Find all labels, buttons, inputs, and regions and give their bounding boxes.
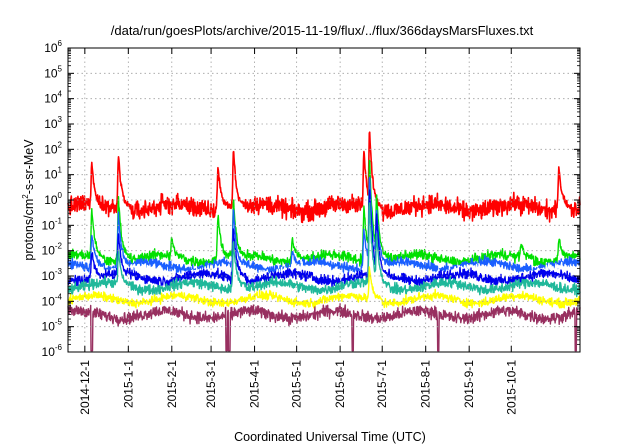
y-tick-label: 106	[44, 39, 62, 55]
x-tick-label: 2015-8-1	[419, 360, 433, 408]
series-line-2	[67, 159, 581, 269]
y-tick-label: 10-5	[42, 318, 63, 334]
x-tick-label: 2014-12-1	[78, 360, 92, 415]
x-tick-label: 2015-9-1	[462, 360, 476, 408]
y-tick-label-base: 10	[44, 92, 58, 106]
y-tick-label-exponent: -5	[55, 318, 63, 327]
y-tick-label-base: 10	[42, 345, 56, 359]
y-tick-label: 101	[44, 166, 62, 182]
y-tick-label-base: 10	[42, 320, 56, 334]
series-line-7	[67, 266, 581, 309]
y-tick-label-base: 10	[44, 117, 58, 131]
chart-title: /data/run/goesPlots/archive/2015-11-19/f…	[111, 23, 534, 38]
y-tick-label-base: 10	[44, 142, 58, 156]
x-tick-label: 2015-7-1	[375, 360, 389, 408]
x-tick-label: 2015-5-1	[290, 360, 304, 408]
y-tick-label-exponent: 0	[58, 191, 63, 200]
y-tick-label-exponent: -1	[55, 216, 63, 225]
y-tick-label-base: 10	[44, 168, 58, 182]
y-tick-label-base: 10	[44, 41, 58, 55]
series-line-4	[67, 192, 581, 281]
y-tick-label: 105	[44, 64, 62, 80]
y-axis-label-superscript: 2	[21, 194, 30, 199]
y-tick-label: 10-4	[42, 292, 63, 308]
y-tick-label-exponent: -3	[55, 267, 63, 276]
series-line-8	[67, 303, 581, 352]
y-tick-label-base: 10	[44, 66, 58, 80]
series-line-1	[67, 131, 581, 224]
y-tick-label: 100	[44, 191, 62, 207]
series-line-3	[67, 176, 581, 278]
series-line-6	[67, 202, 581, 298]
plot-area: 10-610-510-410-310-210-11001011021031041…	[42, 39, 581, 415]
y-tick-label: 103	[44, 115, 62, 131]
series-line-5	[67, 189, 581, 289]
y-tick-label-base: 10	[42, 294, 56, 308]
y-tick-label-exponent: -4	[55, 292, 63, 301]
x-tick-label: 2015-1-1	[121, 360, 135, 408]
x-axis-label: Coordinated Universal Time (UTC)	[234, 430, 426, 444]
y-tick-label-base: 10	[42, 244, 56, 258]
x-tick-label: 2015-6-1	[333, 360, 347, 408]
y-tick-label: 10-3	[42, 267, 63, 283]
y-tick-label-exponent: 4	[58, 90, 63, 99]
y-tick-label-base: 10	[42, 269, 56, 283]
y-tick-label-base: 10	[44, 193, 58, 207]
y-tick-label: 102	[44, 140, 62, 156]
x-tick-label: 2015-2-1	[165, 360, 179, 408]
x-tick-label: 2015-10-1	[504, 360, 518, 415]
y-axis-label-prefix: protons/cm	[22, 199, 36, 261]
grid	[68, 48, 580, 352]
y-tick-label: 10-1	[42, 216, 63, 232]
x-tick-label: 2015-3-1	[204, 360, 218, 408]
x-tick-label: 2015-4-1	[248, 360, 262, 408]
y-tick-label: 10-6	[42, 343, 63, 359]
y-tick-label: 10-2	[42, 242, 63, 258]
y-axis-label-suffix: -s-sr-MeV	[22, 139, 36, 195]
y-tick-label-base: 10	[42, 218, 56, 232]
y-tick-label-exponent: 1	[58, 166, 63, 175]
y-tick-label-exponent: -2	[55, 242, 63, 251]
y-tick-label-exponent: 5	[58, 64, 63, 73]
y-tick-label-exponent: 2	[58, 140, 63, 149]
y-tick-label-exponent: -6	[55, 343, 63, 352]
y-axis-label: protons/cm2-s-sr-MeV	[21, 139, 36, 261]
y-tick-label: 104	[44, 90, 62, 106]
y-tick-label-exponent: 6	[58, 39, 63, 48]
y-tick-label-exponent: 3	[58, 115, 63, 124]
